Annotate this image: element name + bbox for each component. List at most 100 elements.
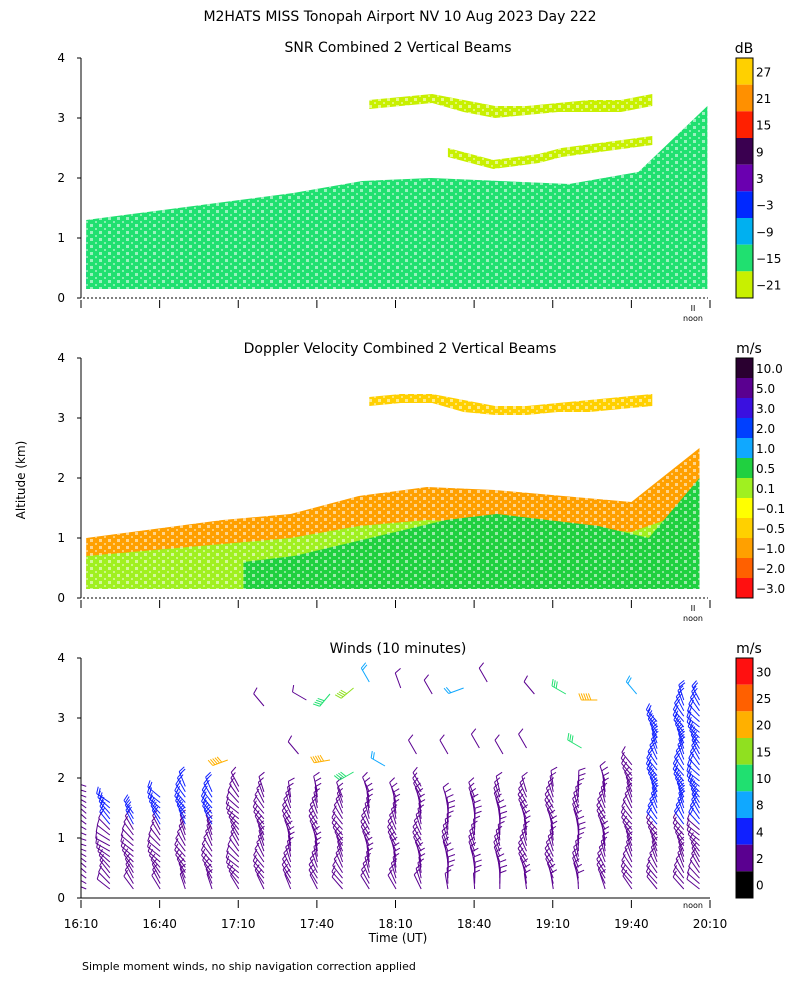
wind-barb xyxy=(230,766,240,787)
wind-barb xyxy=(678,680,686,701)
winds-colorbar-cell xyxy=(736,764,753,792)
wind-barb xyxy=(310,754,331,764)
winds-xtick-label: 16:40 xyxy=(142,917,177,931)
velocity-colorbar-cell xyxy=(736,578,753,598)
winds-xtick-label: 20:10 xyxy=(693,917,728,931)
x-axis-label: Time (UT) xyxy=(368,931,428,945)
wind-barb xyxy=(413,831,422,852)
wind-barb xyxy=(518,837,527,857)
wind-barb xyxy=(95,825,111,841)
snr-noon-label: noon xyxy=(683,314,703,323)
wind-barb xyxy=(176,826,186,847)
winds-noon-label: noon xyxy=(683,901,703,910)
wind-barb xyxy=(389,863,397,884)
wind-barb xyxy=(645,703,658,722)
wind-barb xyxy=(123,869,134,890)
wind-barb xyxy=(414,782,422,803)
velocity-colorbar-label: 3.0 xyxy=(756,402,775,416)
wind-barb xyxy=(309,815,318,836)
wind-barb xyxy=(647,853,658,874)
wind-barb xyxy=(551,679,567,695)
wind-barb xyxy=(546,858,554,879)
wind-barb xyxy=(228,864,240,884)
wind-barb xyxy=(441,831,449,852)
velocity-colorbar-frame xyxy=(735,357,754,599)
velocity-x-ticks xyxy=(80,600,711,608)
wind-barb xyxy=(439,734,449,755)
wind-barb xyxy=(387,869,397,890)
winds-colorbar-cell xyxy=(736,791,753,818)
wind-barb xyxy=(282,799,292,820)
winds-xtick-label: 17:40 xyxy=(300,917,335,931)
wind-barb xyxy=(599,869,606,890)
wind-barb xyxy=(254,864,265,884)
wind-barb xyxy=(597,847,606,868)
wind-barb xyxy=(622,815,633,836)
velocity-colorbar-cell xyxy=(736,518,753,538)
wind-barb xyxy=(201,783,213,803)
wind-barb xyxy=(81,862,87,868)
wind-barb xyxy=(691,788,700,809)
wind-barb xyxy=(597,793,606,814)
wind-barb xyxy=(689,853,700,874)
figure-title: M2HATS MISS Tonopah Airport NV 10 Aug 20… xyxy=(203,9,596,25)
winds-xtick-label: 18:10 xyxy=(378,917,413,931)
wind-barb xyxy=(621,746,633,766)
snr-colorbar-cell xyxy=(736,164,753,192)
snr-colorbar-label: −15 xyxy=(756,252,781,266)
snr-layer-texture xyxy=(447,136,653,169)
velocity-colorbar-label: −2.0 xyxy=(756,562,785,576)
wind-barb xyxy=(577,821,586,841)
winds-colorbar-label: 20 xyxy=(756,719,771,733)
wind-barb xyxy=(201,837,213,857)
wind-barb xyxy=(175,832,186,852)
wind-barb xyxy=(673,713,685,733)
wind-barb xyxy=(518,783,527,803)
velocity-units: m/s xyxy=(736,341,762,357)
wind-barb xyxy=(229,832,240,852)
velocity-ytick-label: 3 xyxy=(57,411,65,425)
wind-barb xyxy=(622,794,633,814)
velocity-noon-marker: II xyxy=(691,604,696,613)
wind-barb xyxy=(253,794,265,814)
snr-colorbar-label: −21 xyxy=(756,279,781,293)
snr-ytick-label: 1 xyxy=(57,231,65,245)
wind-barb xyxy=(546,804,554,825)
wind-barb xyxy=(412,766,422,787)
velocity-colorbar-cell xyxy=(736,398,753,418)
wind-barb xyxy=(620,805,633,825)
wind-barb xyxy=(687,827,700,847)
velocity-colorbar-label: −3.0 xyxy=(756,582,785,596)
velocity-colorbar-cell xyxy=(736,538,753,558)
winds-colorbar-cell xyxy=(736,711,753,738)
wind-barb xyxy=(545,836,554,857)
wind-barb xyxy=(414,836,422,857)
wind-barb xyxy=(149,821,161,841)
footnote: Simple moment winds, no ship navigation … xyxy=(82,960,416,973)
snr-title: SNR Combined 2 Vertical Beams xyxy=(284,40,511,56)
wind-barb xyxy=(97,790,111,809)
velocity-colorbar-label: −0.5 xyxy=(756,522,785,536)
wind-barb xyxy=(252,854,265,874)
wind-barb xyxy=(413,777,422,798)
wind-barb xyxy=(495,793,502,814)
wind-barb xyxy=(577,827,586,846)
wind-barb xyxy=(174,838,186,857)
wind-barb xyxy=(333,771,354,781)
wind-barb xyxy=(333,799,343,820)
wind-barb xyxy=(312,693,331,707)
wind-barb xyxy=(691,842,700,863)
snr-colorbar-label: 15 xyxy=(756,119,771,133)
winds-colorbar-cell xyxy=(736,818,753,845)
wind-barb xyxy=(81,867,87,874)
winds-x-ticks: 16:10 16:40 17:10 17:40 18:10 18:40 19:10 19:40… xyxy=(64,900,728,931)
snr-data-area xyxy=(86,94,708,289)
velocity-colorbar: 10.0 5.0 3.0 2.0 1.0 0.5 0.1 −0.1 −0.5 −1.0 −2.0 −3… xyxy=(735,357,785,599)
wind-barb xyxy=(622,848,633,868)
wind-barb xyxy=(256,869,265,890)
wind-barb xyxy=(81,803,87,809)
wind-barb xyxy=(81,843,87,847)
wind-barb xyxy=(287,782,294,803)
wind-barb xyxy=(577,767,586,787)
wind-barb xyxy=(673,767,685,787)
